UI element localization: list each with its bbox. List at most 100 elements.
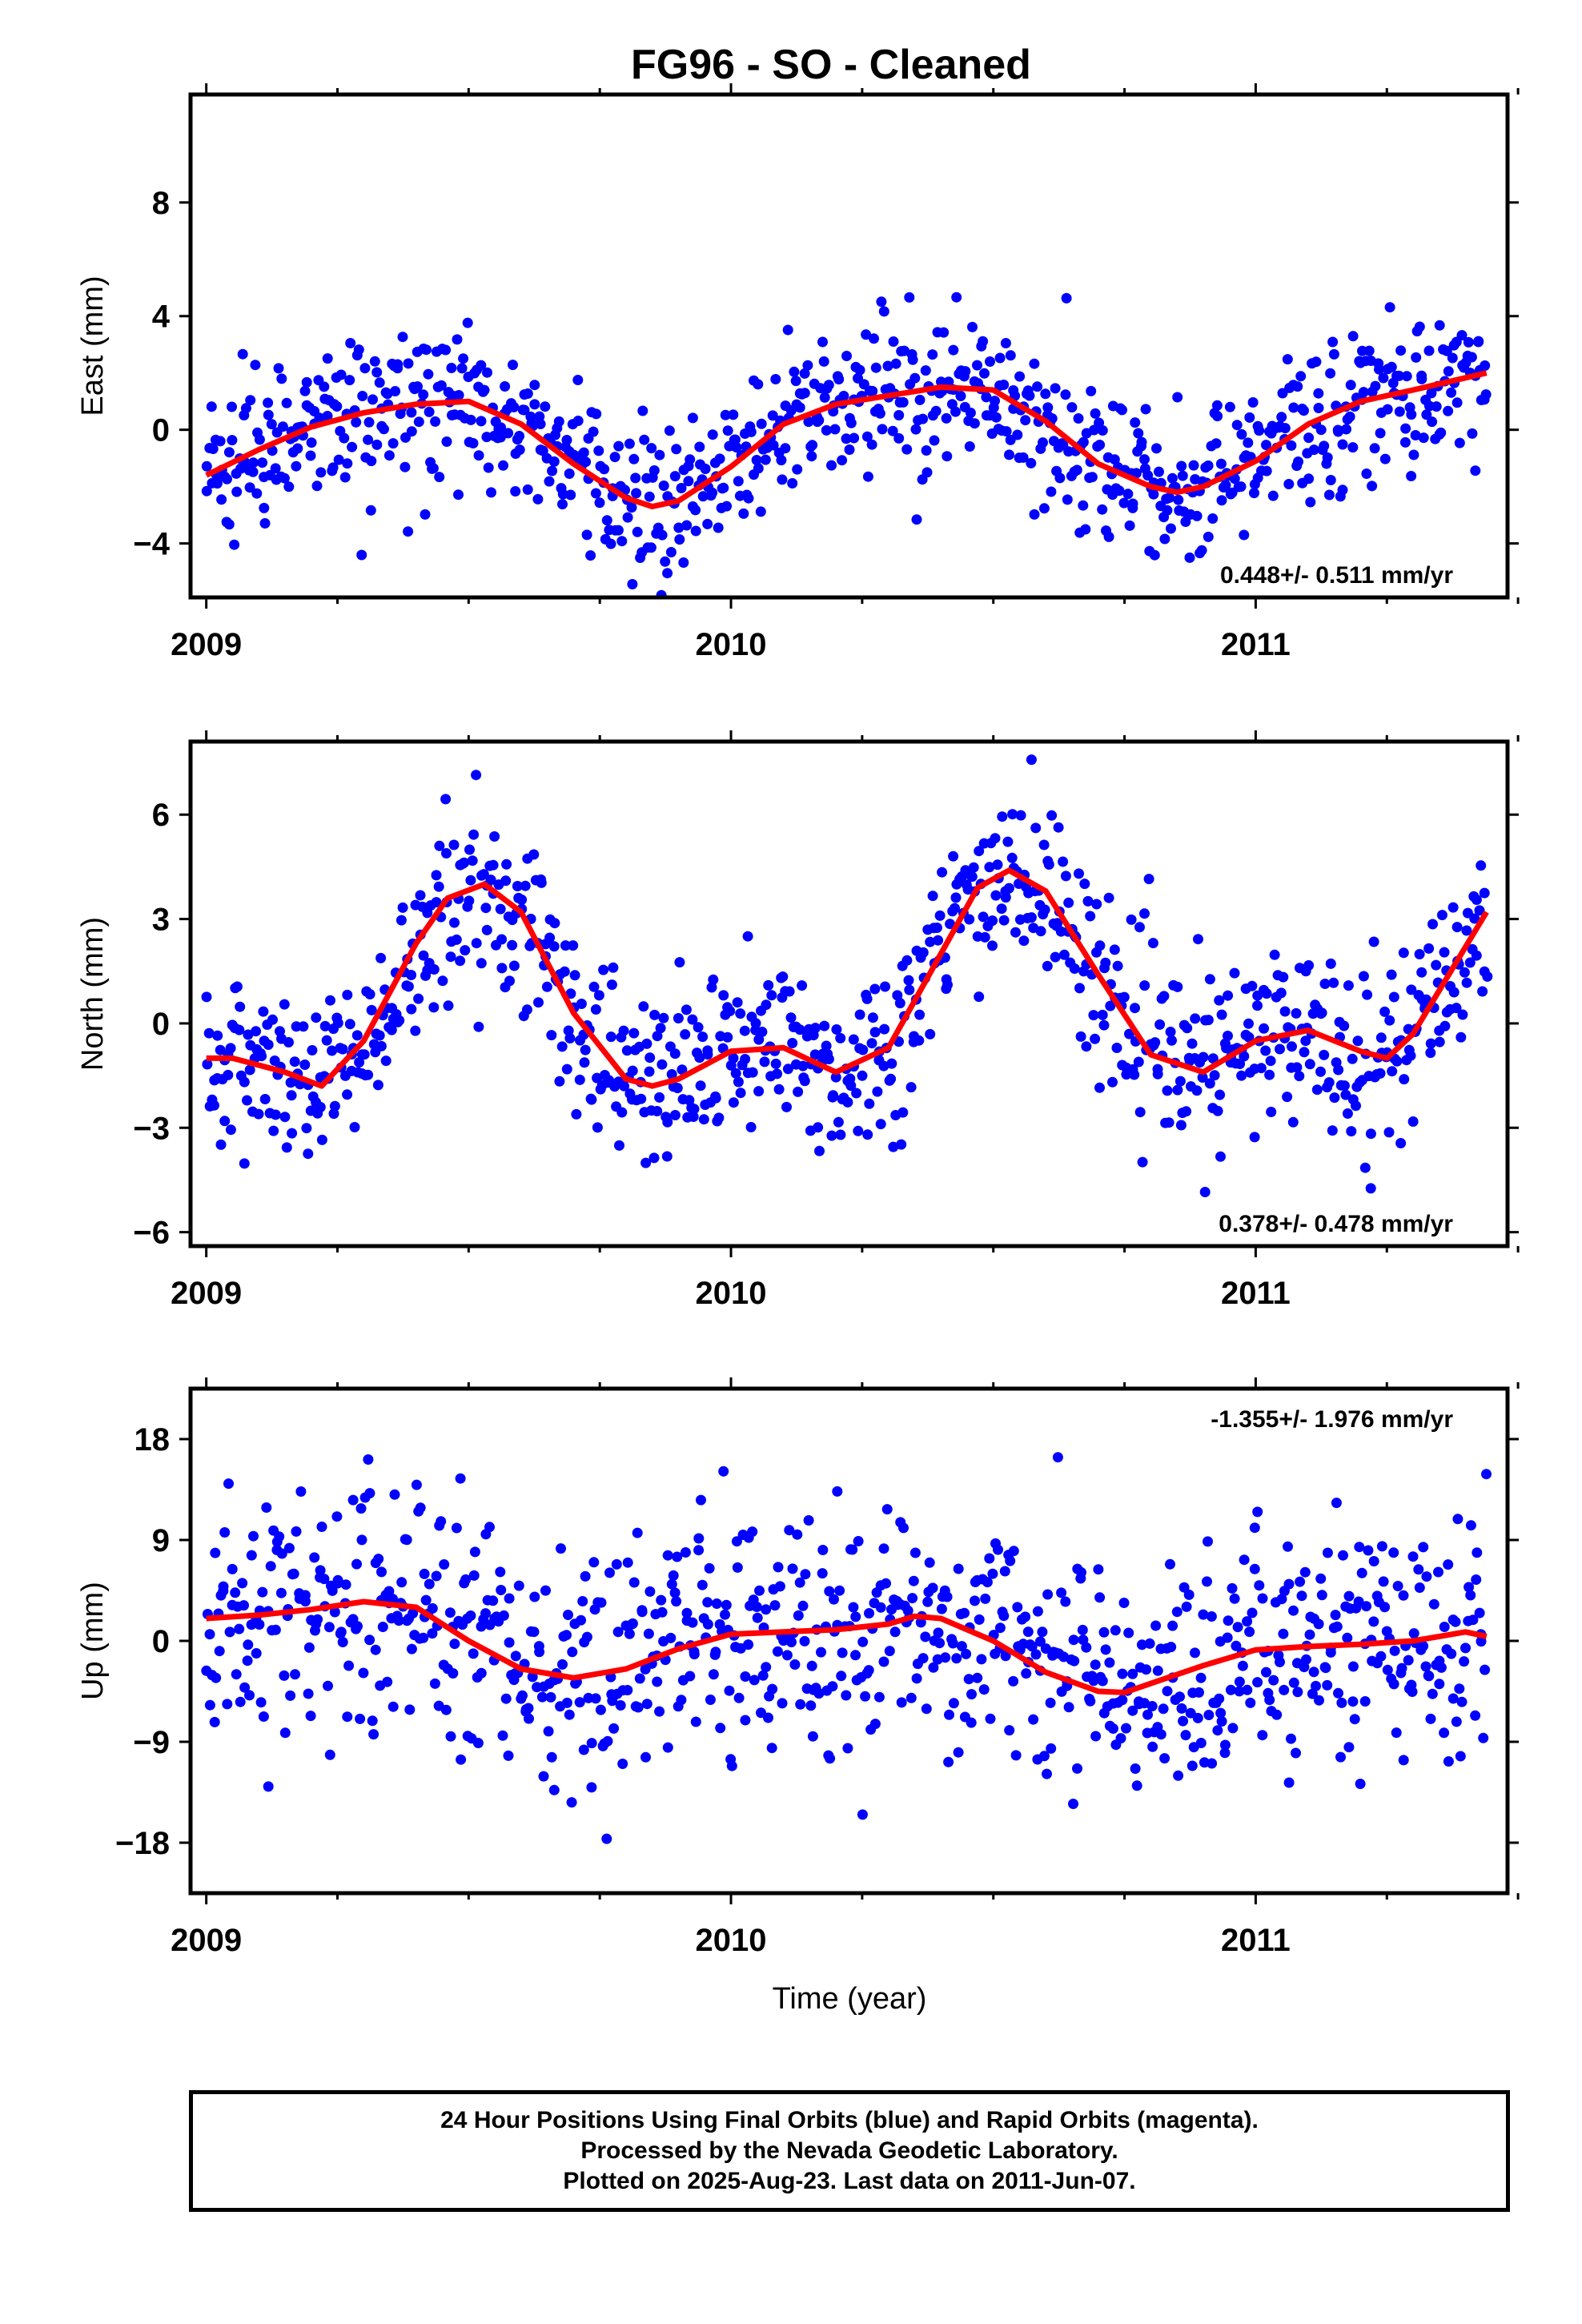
north-point xyxy=(616,1107,628,1118)
north-point xyxy=(666,1069,677,1080)
east-point xyxy=(1090,408,1101,419)
east-point xyxy=(1038,437,1048,448)
north-point xyxy=(1477,986,1488,997)
north-point xyxy=(592,1072,603,1084)
east-point xyxy=(227,435,238,446)
up-point xyxy=(767,1683,778,1695)
east-point xyxy=(720,409,731,420)
up-point xyxy=(1421,1571,1432,1582)
east-point xyxy=(862,471,873,482)
up-point xyxy=(1215,1707,1227,1719)
up-point xyxy=(588,1557,600,1568)
north-point xyxy=(810,1023,821,1034)
up-point xyxy=(451,1522,462,1534)
north-point xyxy=(864,1098,875,1109)
north-point xyxy=(495,903,506,915)
north-fit-line xyxy=(206,867,1489,1089)
east-point xyxy=(1073,413,1084,424)
east-point xyxy=(1229,473,1240,485)
east-point xyxy=(920,365,931,376)
north-point xyxy=(1436,910,1447,921)
up-point xyxy=(754,1585,765,1596)
north-point xyxy=(1100,957,1111,968)
east-rate-label: 0.448+/- 0.511 mm/yr xyxy=(1220,562,1453,589)
north-point xyxy=(1204,1078,1215,1089)
east-point xyxy=(1347,442,1359,453)
up-point xyxy=(1257,1593,1268,1604)
up-point xyxy=(687,1617,698,1628)
up-point xyxy=(1407,1551,1419,1562)
up-point xyxy=(604,1567,615,1578)
east-point xyxy=(1172,392,1183,403)
up-point xyxy=(881,1578,891,1589)
up-point xyxy=(905,1692,917,1703)
up-point xyxy=(1276,1594,1287,1605)
up-point xyxy=(1295,1576,1306,1587)
north-point xyxy=(459,857,470,868)
up-point xyxy=(1136,1639,1147,1651)
north-point xyxy=(319,1020,331,1031)
east-point xyxy=(838,391,849,401)
north-point xyxy=(905,1082,917,1093)
east-point xyxy=(866,439,877,450)
east-point xyxy=(1400,423,1411,434)
east-point xyxy=(1427,416,1438,428)
east-point xyxy=(1446,387,1457,398)
north-point xyxy=(406,970,417,980)
east-point xyxy=(1467,428,1478,439)
north-point xyxy=(872,1086,883,1097)
east-point xyxy=(331,401,343,412)
up-point xyxy=(1414,1582,1425,1593)
east-point xyxy=(707,429,718,440)
north-point xyxy=(1043,859,1054,870)
up-point xyxy=(1037,1626,1048,1638)
north-point xyxy=(903,975,914,986)
east-point xyxy=(263,409,274,420)
up-point xyxy=(953,1747,964,1758)
up-point xyxy=(837,1647,848,1659)
up-point xyxy=(1333,1687,1343,1699)
up-point xyxy=(999,1566,1010,1577)
east-point xyxy=(424,406,435,417)
east-point xyxy=(245,395,256,406)
north-point xyxy=(1203,1015,1214,1026)
east-point xyxy=(1103,531,1114,542)
east-point xyxy=(510,486,521,497)
north-point xyxy=(782,1063,793,1075)
east-point xyxy=(1042,402,1054,413)
north-point xyxy=(793,1086,804,1097)
up-point xyxy=(243,1639,254,1651)
east-point xyxy=(1118,497,1130,509)
up-point xyxy=(1316,1590,1327,1601)
north-point xyxy=(1452,922,1463,933)
east-point xyxy=(1176,460,1187,472)
north-point xyxy=(1130,1003,1140,1014)
east-point xyxy=(1337,439,1348,450)
up-point xyxy=(367,1715,378,1727)
up-point xyxy=(1427,1688,1438,1699)
up-x-tick-label: 2010 xyxy=(696,1923,767,1958)
up-point xyxy=(1257,1730,1268,1741)
north-point xyxy=(1090,1033,1101,1044)
north-point xyxy=(1398,947,1409,959)
up-point xyxy=(1331,1621,1343,1632)
east-point xyxy=(1166,523,1176,534)
east-point xyxy=(921,467,933,478)
up-point xyxy=(884,1646,895,1657)
east-point xyxy=(496,422,507,433)
east-point xyxy=(1305,497,1316,508)
north-point xyxy=(1042,960,1053,971)
north-point xyxy=(1053,822,1064,833)
east-point xyxy=(363,434,374,445)
up-point xyxy=(276,1548,287,1559)
up-point xyxy=(235,1696,246,1707)
up-point xyxy=(1245,1697,1256,1708)
east-point xyxy=(564,468,575,479)
north-point xyxy=(315,1102,326,1112)
east-point xyxy=(990,396,1000,407)
north-point xyxy=(1325,958,1336,969)
up-point xyxy=(632,1702,644,1713)
up-point xyxy=(577,1596,588,1606)
east-point xyxy=(728,409,739,420)
east-point xyxy=(456,363,468,374)
